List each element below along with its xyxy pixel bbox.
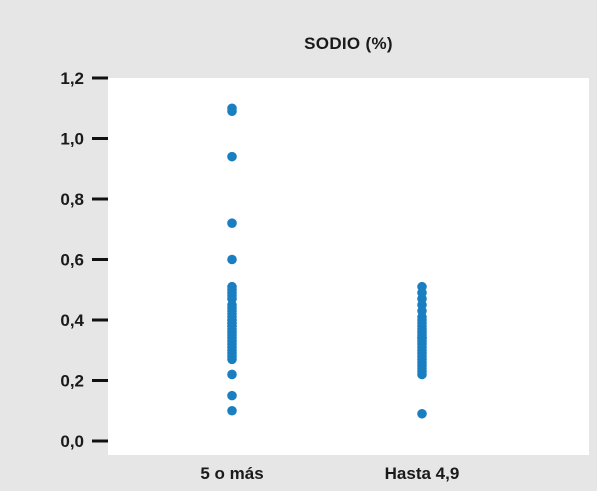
data-point: [417, 408, 427, 419]
data-point: [417, 369, 427, 380]
x-axis-labels: 5 o más Hasta 4,9: [200, 464, 459, 483]
data-point: [227, 106, 237, 117]
data-point: [227, 369, 237, 380]
x-category-label: Hasta 4,9: [385, 464, 460, 483]
data-points: [227, 103, 427, 419]
data-point: [227, 390, 237, 401]
data-point: [227, 218, 237, 228]
data-point: [227, 151, 237, 162]
y-tick-label: 1,0: [60, 130, 84, 149]
y-tick-label: 0,8: [60, 190, 84, 209]
y-tick-label: 0,2: [60, 372, 84, 391]
y-tick-label: 1,2: [60, 69, 84, 88]
y-axis: 0,0 0,2 0,4 0,6 0,8 1,0 1,2: [60, 69, 108, 451]
y-tick-label: 0,6: [60, 251, 84, 270]
y-tick-label: 0,4: [60, 311, 84, 330]
data-point: [227, 254, 237, 265]
y-tick-label: 0,0: [60, 432, 84, 451]
plot-area: [108, 78, 589, 455]
chart-title: SODIO (%): [304, 34, 393, 53]
x-category-label: 5 o más: [200, 464, 263, 483]
data-point: [227, 405, 237, 416]
data-point: [227, 354, 237, 365]
